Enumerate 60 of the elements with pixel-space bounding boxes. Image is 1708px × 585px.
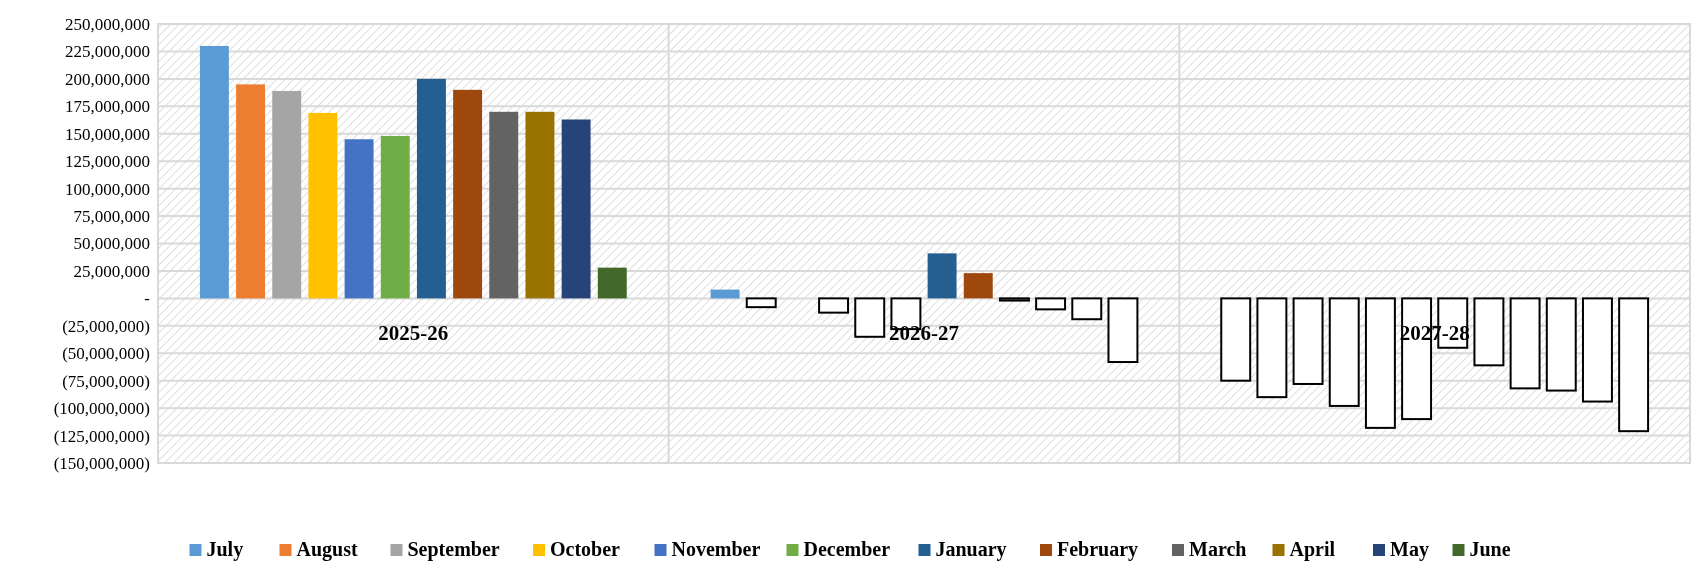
bar [710,289,740,299]
x-tick-label: 2026-27 [889,321,959,346]
y-tick-label: - [144,289,151,309]
bar [854,297,886,338]
bar [1328,297,1360,407]
y-tick-label: 150,000,000 [65,124,150,144]
y-tick-label: 225,000,000 [65,42,150,62]
y-tick-label: 50,000,000 [73,234,150,254]
bar [489,111,519,299]
bar [998,297,1030,302]
bar [236,84,266,299]
bar [416,78,446,299]
y-tick-label: (25,000,000) [62,316,150,336]
x-tick-label: 2025-26 [378,321,449,346]
bar [525,111,555,299]
legend-label: October [550,538,621,560]
legend-label: December [803,538,891,560]
bar [1545,297,1577,392]
legend-label: January [935,538,1007,561]
bar [1107,297,1139,364]
y-tick-label: 25,000,000 [73,261,150,281]
y-tick-label: (75,000,000) [62,371,150,391]
bar [344,139,374,299]
y-tick-label: 125,000,000 [65,152,150,172]
y-tick-label: 75,000,000 [73,207,150,227]
legend-label: September [407,538,500,561]
legend-label: April [1289,538,1336,561]
bar [963,273,993,299]
y-tick-label: (150,000,000) [53,453,150,473]
legend-label: August [296,538,358,561]
legend-label: June [1469,538,1511,560]
bar [1071,297,1103,321]
bar [818,297,850,314]
legend-label: November [671,538,761,560]
bar [272,90,302,299]
bar [597,267,627,299]
bar [1035,297,1067,311]
bar [1256,297,1288,399]
y-tick-label: 250,000,000 [65,14,150,34]
bar [927,253,957,299]
legend-label: May [1390,538,1429,561]
y-tick-label: 175,000,000 [65,97,150,117]
bar [1364,297,1396,429]
y-tick-label: 100,000,000 [65,179,150,199]
bar [308,112,338,299]
bar [1509,297,1541,390]
bar [1618,297,1650,433]
bar [453,89,483,299]
y-tick-label: (125,000,000) [53,426,150,446]
bar [561,119,591,299]
legend-label: July [206,538,244,561]
legend-label: February [1057,538,1139,561]
y-tick-label: 200,000,000 [65,69,150,89]
bar [380,135,410,299]
bar [199,45,229,299]
bar [745,297,777,309]
legend-label: March [1189,538,1247,560]
bar [1581,297,1613,403]
y-tick-label: (50,000,000) [62,344,150,364]
y-tick-label: (100,000,000) [53,399,150,419]
